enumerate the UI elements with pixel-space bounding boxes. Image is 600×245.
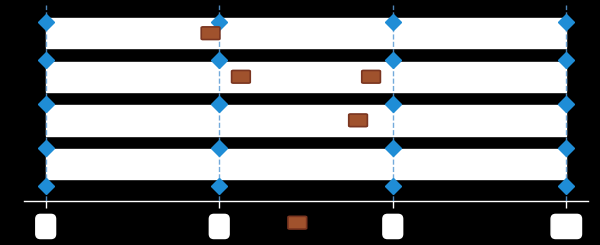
FancyBboxPatch shape xyxy=(362,71,380,83)
Bar xyxy=(46,149,566,179)
FancyBboxPatch shape xyxy=(349,114,367,127)
FancyBboxPatch shape xyxy=(232,71,250,83)
FancyBboxPatch shape xyxy=(201,27,220,39)
Bar xyxy=(46,105,566,135)
FancyBboxPatch shape xyxy=(288,216,307,229)
Bar xyxy=(46,61,566,92)
Bar xyxy=(46,18,566,49)
